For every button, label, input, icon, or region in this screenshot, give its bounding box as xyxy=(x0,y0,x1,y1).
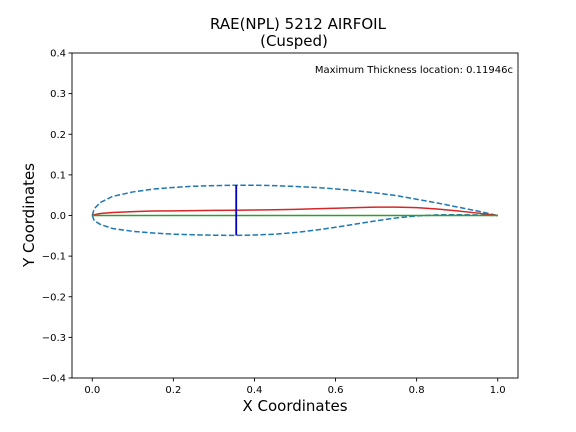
x-tick-label: 0.4 xyxy=(247,385,263,396)
x-tick-label: 0.6 xyxy=(328,385,344,396)
plot-area xyxy=(91,184,498,237)
x-axis-label: X Coordinates xyxy=(242,397,347,415)
y-tick-label: 0.4 xyxy=(50,49,66,60)
y-tick-label: 0.3 xyxy=(50,89,66,100)
y-axis-label: Y Coordinates xyxy=(20,163,38,268)
chart-title: RAE(NPL) 5212 AIRFOIL xyxy=(210,15,387,33)
y-tick-label: −0.1 xyxy=(42,252,66,263)
max-thickness-annotation: Maximum Thickness location: 0.11946c xyxy=(315,65,513,76)
y-tick-label: 0.0 xyxy=(50,211,66,222)
axes: 0.0 0.2 0.4 0.6 0.8 1.0 −0.4 −0.3 −0.2 −0.1 0.0 0.1… xyxy=(42,49,519,396)
x-tick-label: 0.0 xyxy=(84,385,100,396)
x-tick-label: 0.8 xyxy=(409,385,425,396)
x-tick-label: 0.2 xyxy=(165,385,181,396)
y-tick-label: −0.4 xyxy=(42,374,66,385)
y-tick-label: 0.1 xyxy=(50,170,66,181)
series-airfoil-lower-surface xyxy=(91,213,498,237)
chart-subtitle: (Cusped) xyxy=(260,32,328,50)
y-tick-label: 0.2 xyxy=(50,130,66,141)
series-airfoil-upper-surface xyxy=(91,184,498,217)
y-tick-label: −0.2 xyxy=(42,292,66,303)
x-tick-label: 1.0 xyxy=(490,385,506,396)
y-tick-label: −0.3 xyxy=(42,333,66,344)
series-camber-line xyxy=(91,206,498,217)
